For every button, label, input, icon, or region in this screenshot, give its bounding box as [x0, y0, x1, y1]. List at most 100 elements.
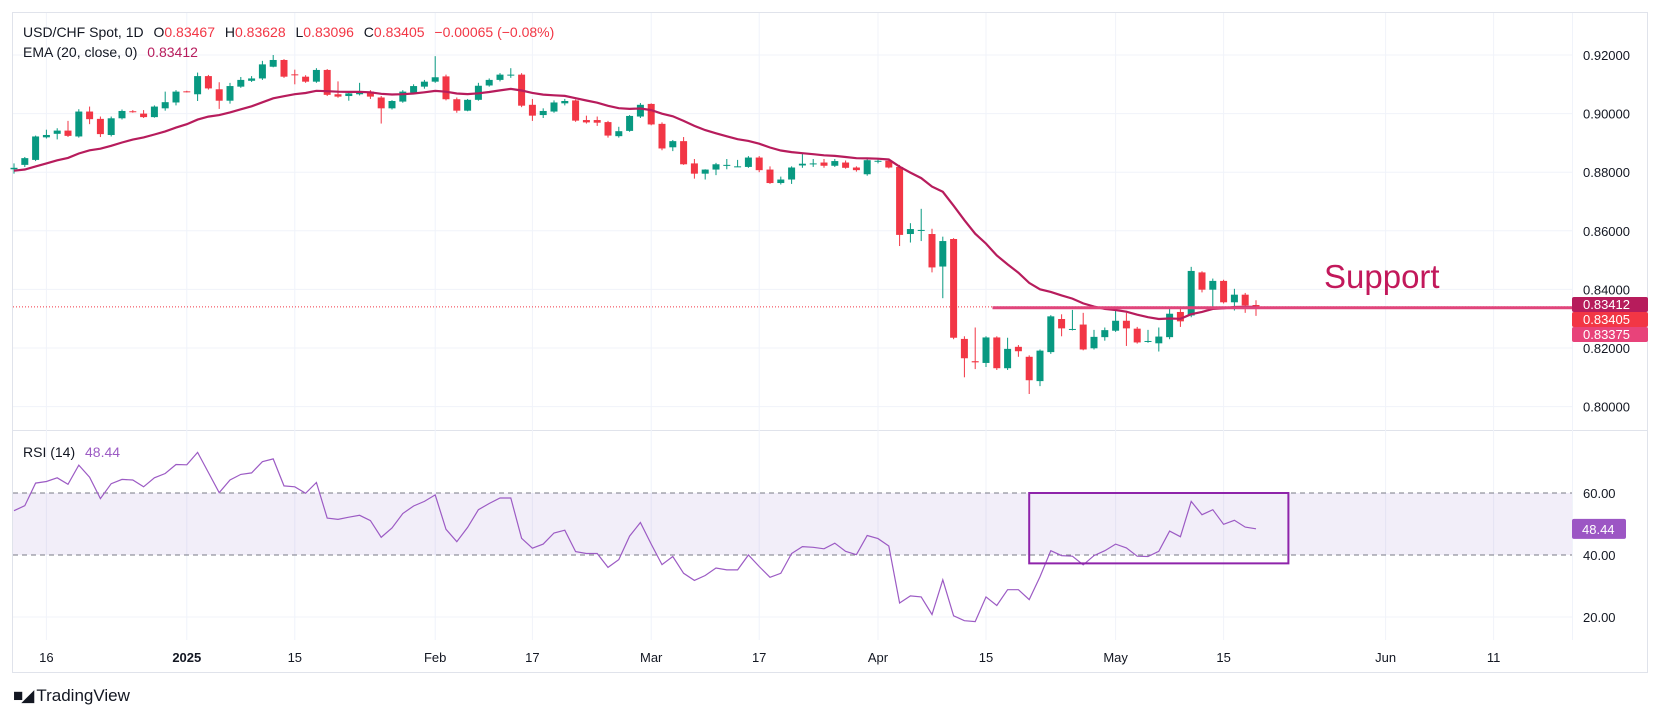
candle-down [1133, 328, 1141, 343]
candle-down [64, 130, 72, 136]
candle-up [744, 157, 752, 167]
candle-up [734, 166, 742, 168]
candle-down [993, 337, 1001, 369]
candle-down [1122, 320, 1130, 329]
candle-down [604, 122, 612, 136]
candle-down [528, 104, 536, 116]
candle-up [312, 69, 320, 82]
candle-up [410, 86, 418, 93]
candle-up [1090, 336, 1098, 349]
time-axis-label: Mar [640, 650, 663, 665]
candle-down [572, 100, 580, 121]
candle-down [204, 76, 212, 89]
candle-down [366, 91, 374, 97]
candle-up [258, 64, 266, 79]
time-axis-label: Apr [868, 650, 889, 665]
price-tick-label: 0.88000 [1583, 165, 1630, 180]
candle-down [647, 103, 655, 125]
candle-down [1025, 356, 1033, 381]
candle-up [226, 86, 234, 101]
candle-down [442, 76, 450, 100]
candle-up [561, 101, 569, 104]
symbol-legend: USD/CHF Spot, 1D O0.83467 H0.83628 L0.83… [23, 24, 560, 40]
time-axis-label: Feb [424, 650, 446, 665]
candle-up [1166, 313, 1174, 338]
candle-up [150, 106, 158, 118]
candle-up [1187, 270, 1195, 316]
candle-down [453, 99, 461, 111]
candle-up [1144, 340, 1152, 342]
candle-up [1036, 350, 1044, 382]
close-value: C0.83405 [364, 24, 425, 40]
price-tick-label: 0.92000 [1583, 48, 1630, 63]
price-label-text: 0.83412 [1583, 297, 1630, 312]
rsi-value-label-box [1572, 518, 1626, 539]
high-label: H [224, 24, 235, 40]
candle-down [302, 76, 310, 82]
candle-down [971, 361, 979, 363]
candle-down [334, 94, 342, 97]
open-number: 0.83467 [164, 24, 215, 40]
candle-up [1155, 336, 1163, 344]
candle-up [399, 91, 407, 102]
candle-up [906, 229, 914, 235]
change-value: −0.00065 (−0.08%) [434, 24, 555, 40]
candle-up [464, 99, 472, 111]
candle-up [485, 79, 493, 86]
candle-down [183, 91, 191, 93]
candle-down [582, 120, 590, 123]
rsi-band [13, 493, 1572, 555]
symbol-title[interactable]: USD/CHF Spot, 1D [23, 24, 144, 40]
time-axis-label: May [1103, 650, 1128, 665]
candle-down [960, 338, 968, 359]
candle-up [982, 337, 990, 363]
time-axis-label: 2025 [172, 650, 201, 665]
rsi-label[interactable]: RSI (14) [23, 444, 76, 460]
candle-down [1058, 318, 1066, 329]
candle-up [701, 169, 709, 174]
candle-down [755, 157, 763, 171]
time-axis-label: 11 [1487, 650, 1501, 665]
tradingview-logo[interactable]: ■◢ TradingView [13, 686, 130, 706]
candle-up [777, 179, 785, 184]
candle-up [1112, 320, 1120, 331]
candle-up [723, 164, 731, 166]
ema-line [13, 87, 1256, 321]
time-axis-label: 16 [39, 650, 53, 665]
candle-down [842, 162, 850, 168]
candle-up [669, 141, 677, 148]
candle-down [291, 74, 299, 76]
candle-down [690, 163, 698, 174]
candle-up [1101, 330, 1109, 338]
ema-value: 0.83412 [147, 44, 198, 60]
candle-up [1004, 348, 1012, 369]
candle-up [161, 102, 169, 109]
price-tick-label: 0.82000 [1583, 341, 1630, 356]
candle-up [21, 158, 29, 165]
candle-up [507, 74, 515, 76]
candle-down [280, 59, 288, 77]
candle-up [798, 163, 806, 166]
candle-up [42, 134, 50, 138]
high-number: 0.83628 [235, 24, 286, 40]
time-axis-label: 15 [979, 650, 993, 665]
candle-down [1079, 324, 1087, 350]
candle-down [1014, 346, 1022, 352]
ema-label[interactable]: EMA (20, close, 0) [23, 44, 138, 60]
price-label-box [1572, 297, 1648, 312]
candle-up [1047, 316, 1055, 353]
candle-up [626, 115, 634, 131]
candle-down [950, 239, 958, 338]
candle-down [86, 111, 94, 120]
candle-up [863, 160, 871, 175]
candle-down [323, 69, 331, 95]
candle-up [788, 167, 796, 180]
rsi-tick-label: 60.00 [1583, 486, 1616, 501]
candle-down [766, 169, 774, 184]
candle-up [917, 229, 925, 231]
close-label: C [363, 24, 374, 40]
candle-down [885, 160, 893, 168]
price-tick-label: 0.84000 [1583, 282, 1630, 297]
candle-up [75, 111, 83, 137]
